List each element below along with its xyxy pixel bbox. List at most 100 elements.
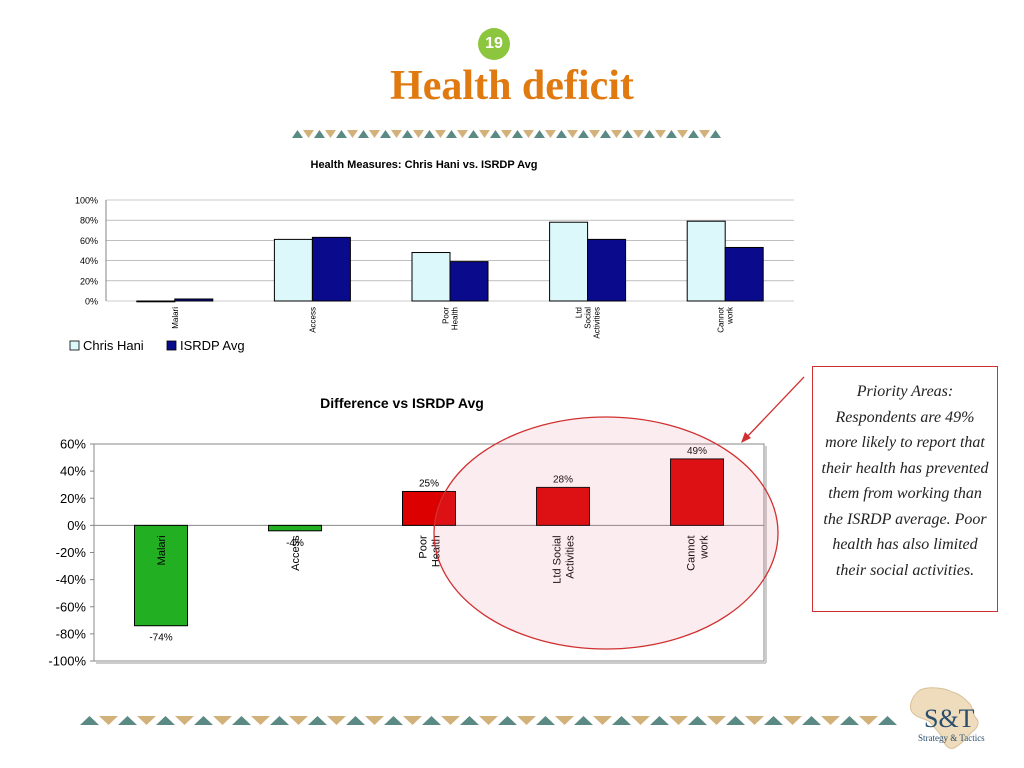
chart2-xtick-label: Malari xyxy=(156,535,168,565)
border-triangle xyxy=(699,130,710,138)
chart1-bar xyxy=(174,298,214,302)
border-triangle xyxy=(859,716,878,725)
chart1-xtick-line: Poor xyxy=(442,307,451,324)
border-triangle xyxy=(878,716,897,725)
border-triangle xyxy=(783,716,802,725)
border-triangle xyxy=(622,130,633,138)
border-triangle xyxy=(346,716,365,725)
border-triangle xyxy=(593,716,612,725)
chart2-ytick-label: -80% xyxy=(56,626,87,641)
border-triangle xyxy=(545,130,556,138)
chart1-xtick-line: Ltd xyxy=(575,307,584,318)
chart2-xtick-label: Access xyxy=(290,535,302,571)
chart1-xtick-line: Malari xyxy=(171,307,180,329)
border-triangle xyxy=(707,716,726,725)
border-triangle xyxy=(99,716,118,725)
border-triangle xyxy=(840,716,859,725)
border-triangle xyxy=(327,716,346,725)
chart1-legend-swatch xyxy=(69,340,80,351)
chart1-xtick-label: Malari xyxy=(171,307,180,329)
chart1-legend-swatch xyxy=(166,340,177,351)
border-triangle xyxy=(468,130,479,138)
chart2-ytick-label: 40% xyxy=(60,464,86,479)
chart2-xtick-line: Cannot xyxy=(686,535,698,570)
africa-map-logo-icon xyxy=(909,687,979,749)
chart2-bar xyxy=(268,524,322,532)
border-triangle xyxy=(688,130,699,138)
border-triangle xyxy=(498,716,517,725)
chart2-ytick-label: 60% xyxy=(60,437,86,452)
border-triangle xyxy=(534,130,545,138)
border-triangle xyxy=(669,716,688,725)
chart2-ytick-label: -60% xyxy=(56,599,87,614)
border-triangle xyxy=(574,716,593,725)
health-measures-chart: Health Measures: Chris Hani vs. ISRDP Av… xyxy=(69,159,794,353)
border-triangle xyxy=(567,130,578,138)
chart1-xtick-line: Access xyxy=(308,307,317,333)
border-triangle xyxy=(303,130,314,138)
chart2-xtick-line: work xyxy=(699,535,711,560)
chart1-ytick-label: 100% xyxy=(75,196,98,206)
border-triangle xyxy=(413,130,424,138)
chart2-bar xyxy=(536,486,590,526)
chart1-ytick-label: 40% xyxy=(80,256,98,266)
chart1-bar xyxy=(136,300,176,303)
border-triangle xyxy=(512,130,523,138)
border-triangle xyxy=(325,130,336,138)
chart1-xtick-line: Cannot xyxy=(717,306,726,333)
chart1-ytick-label: 20% xyxy=(80,276,98,286)
border-triangle xyxy=(308,716,327,725)
chart2-ytick-label: 20% xyxy=(60,491,86,506)
border-triangle xyxy=(611,130,622,138)
logo-text: S&T xyxy=(924,704,975,733)
chart2-data-label: -4% xyxy=(286,538,304,549)
border-triangle xyxy=(137,716,156,725)
border-triangle xyxy=(391,130,402,138)
border-triangle xyxy=(764,716,783,725)
chart1-bar xyxy=(549,221,589,302)
chart1-bar xyxy=(273,238,313,302)
chart1-bar xyxy=(724,246,764,302)
border-triangle xyxy=(80,716,99,725)
border-triangle xyxy=(156,716,175,725)
slide-number-badge: 19 xyxy=(478,28,510,60)
logo-subtitle: Strategy & Tactics xyxy=(918,733,985,743)
border-triangle xyxy=(726,716,745,725)
border-triangle xyxy=(644,130,655,138)
chart2-ytick-label: -20% xyxy=(56,545,87,560)
chart1-ytick-label: 80% xyxy=(80,216,98,226)
border-triangle xyxy=(251,716,270,725)
border-triangle xyxy=(118,716,137,725)
border-triangle xyxy=(380,130,391,138)
chart2-bar xyxy=(402,490,456,526)
chart1-bar xyxy=(587,238,627,302)
border-triangle xyxy=(710,130,721,138)
border-triangle xyxy=(441,716,460,725)
border-triangle xyxy=(517,716,536,725)
border-triangle xyxy=(435,130,446,138)
border-triangle xyxy=(403,716,422,725)
border-triangle xyxy=(666,130,677,138)
border-triangle xyxy=(490,130,501,138)
chart1-legend-label: Chris Hani xyxy=(83,338,144,353)
border-triangle xyxy=(289,716,308,725)
top-triangle-border xyxy=(292,130,721,138)
chart1-xtick-label: Ltd Social Activities xyxy=(575,307,602,339)
border-triangle xyxy=(369,130,380,138)
callout-arrow-line xyxy=(745,376,805,439)
border-triangle xyxy=(336,130,347,138)
chart2-xtick-line: Access xyxy=(290,535,302,571)
border-triangle xyxy=(358,130,369,138)
slide-title: Health deficit xyxy=(390,63,634,109)
border-triangle xyxy=(677,130,688,138)
chart1-bar xyxy=(311,236,351,302)
chart2-ytick-label: -40% xyxy=(56,572,87,587)
border-triangle xyxy=(578,130,589,138)
difference-chart: Difference vs ISRDP Avg -100% -80% -60% -40%… xyxy=(48,395,767,669)
chart2-data-label: 49% xyxy=(687,446,707,457)
border-triangle xyxy=(457,130,468,138)
bottom-triangle-border xyxy=(80,716,897,725)
border-triangle xyxy=(402,130,413,138)
chart2-title: Difference vs ISRDP Avg xyxy=(320,395,484,411)
